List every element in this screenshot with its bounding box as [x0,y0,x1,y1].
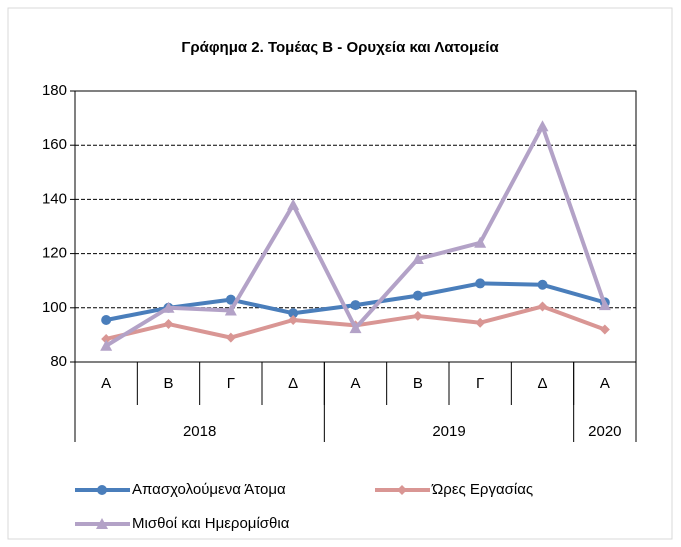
data-point [101,314,112,325]
y-tick-label: 180 [42,82,67,99]
data-point [100,339,113,351]
y-tick-label: 140 [42,190,67,207]
data-point [288,308,299,319]
y-tick-label: 160 [42,136,67,153]
x-tick-label: Α [101,375,111,392]
data-point [475,278,486,289]
data-point [350,300,361,311]
legend-marker [96,518,108,529]
data-point [537,279,548,290]
group-label: 2019 [432,423,465,440]
data-point [163,319,174,330]
data-point [287,198,300,210]
data-point [288,314,299,325]
data-point [411,253,424,265]
x-tick-label: Β [163,375,173,392]
x-tick-label: Δ [537,375,547,392]
data-point [225,332,236,343]
data-point [162,301,175,313]
data-point [225,294,236,305]
data-point [412,290,423,301]
x-tick-label: Β [413,375,423,392]
data-point [599,324,610,335]
legend-marker [97,485,107,495]
legend-marker [397,485,407,495]
y-tick-label: 100 [42,299,67,316]
y-tick-label: 120 [42,245,67,262]
data-point [598,299,611,311]
data-point [537,301,548,312]
data-point [474,236,487,248]
plot-border [74,90,637,363]
x-tick-label: Α [600,375,610,392]
data-point [475,317,486,328]
x-tick-label: Α [350,375,360,392]
x-tick-label: Γ [476,375,484,392]
x-tick-label: Δ [288,375,298,392]
legend-label: Απασχολούμενα Άτομα [132,481,286,498]
data-point [349,322,362,334]
chart-title: Γράφημα 2. Τομέας Β - Ορυχεία και Λατομε… [181,39,499,56]
data-point [412,310,423,321]
group-label: 2020 [588,423,621,440]
legend-label: Ώρες Εργασίας [431,481,533,498]
data-point [101,333,112,344]
data-point [224,304,237,316]
data-point [536,120,549,132]
x-tick-label: Γ [227,375,235,392]
y-tick-label: 80 [50,353,67,370]
plot-area [75,91,636,362]
legend-label: Μισθοί και Ημερομίσθια [132,515,290,532]
group-label: 2018 [183,423,216,440]
